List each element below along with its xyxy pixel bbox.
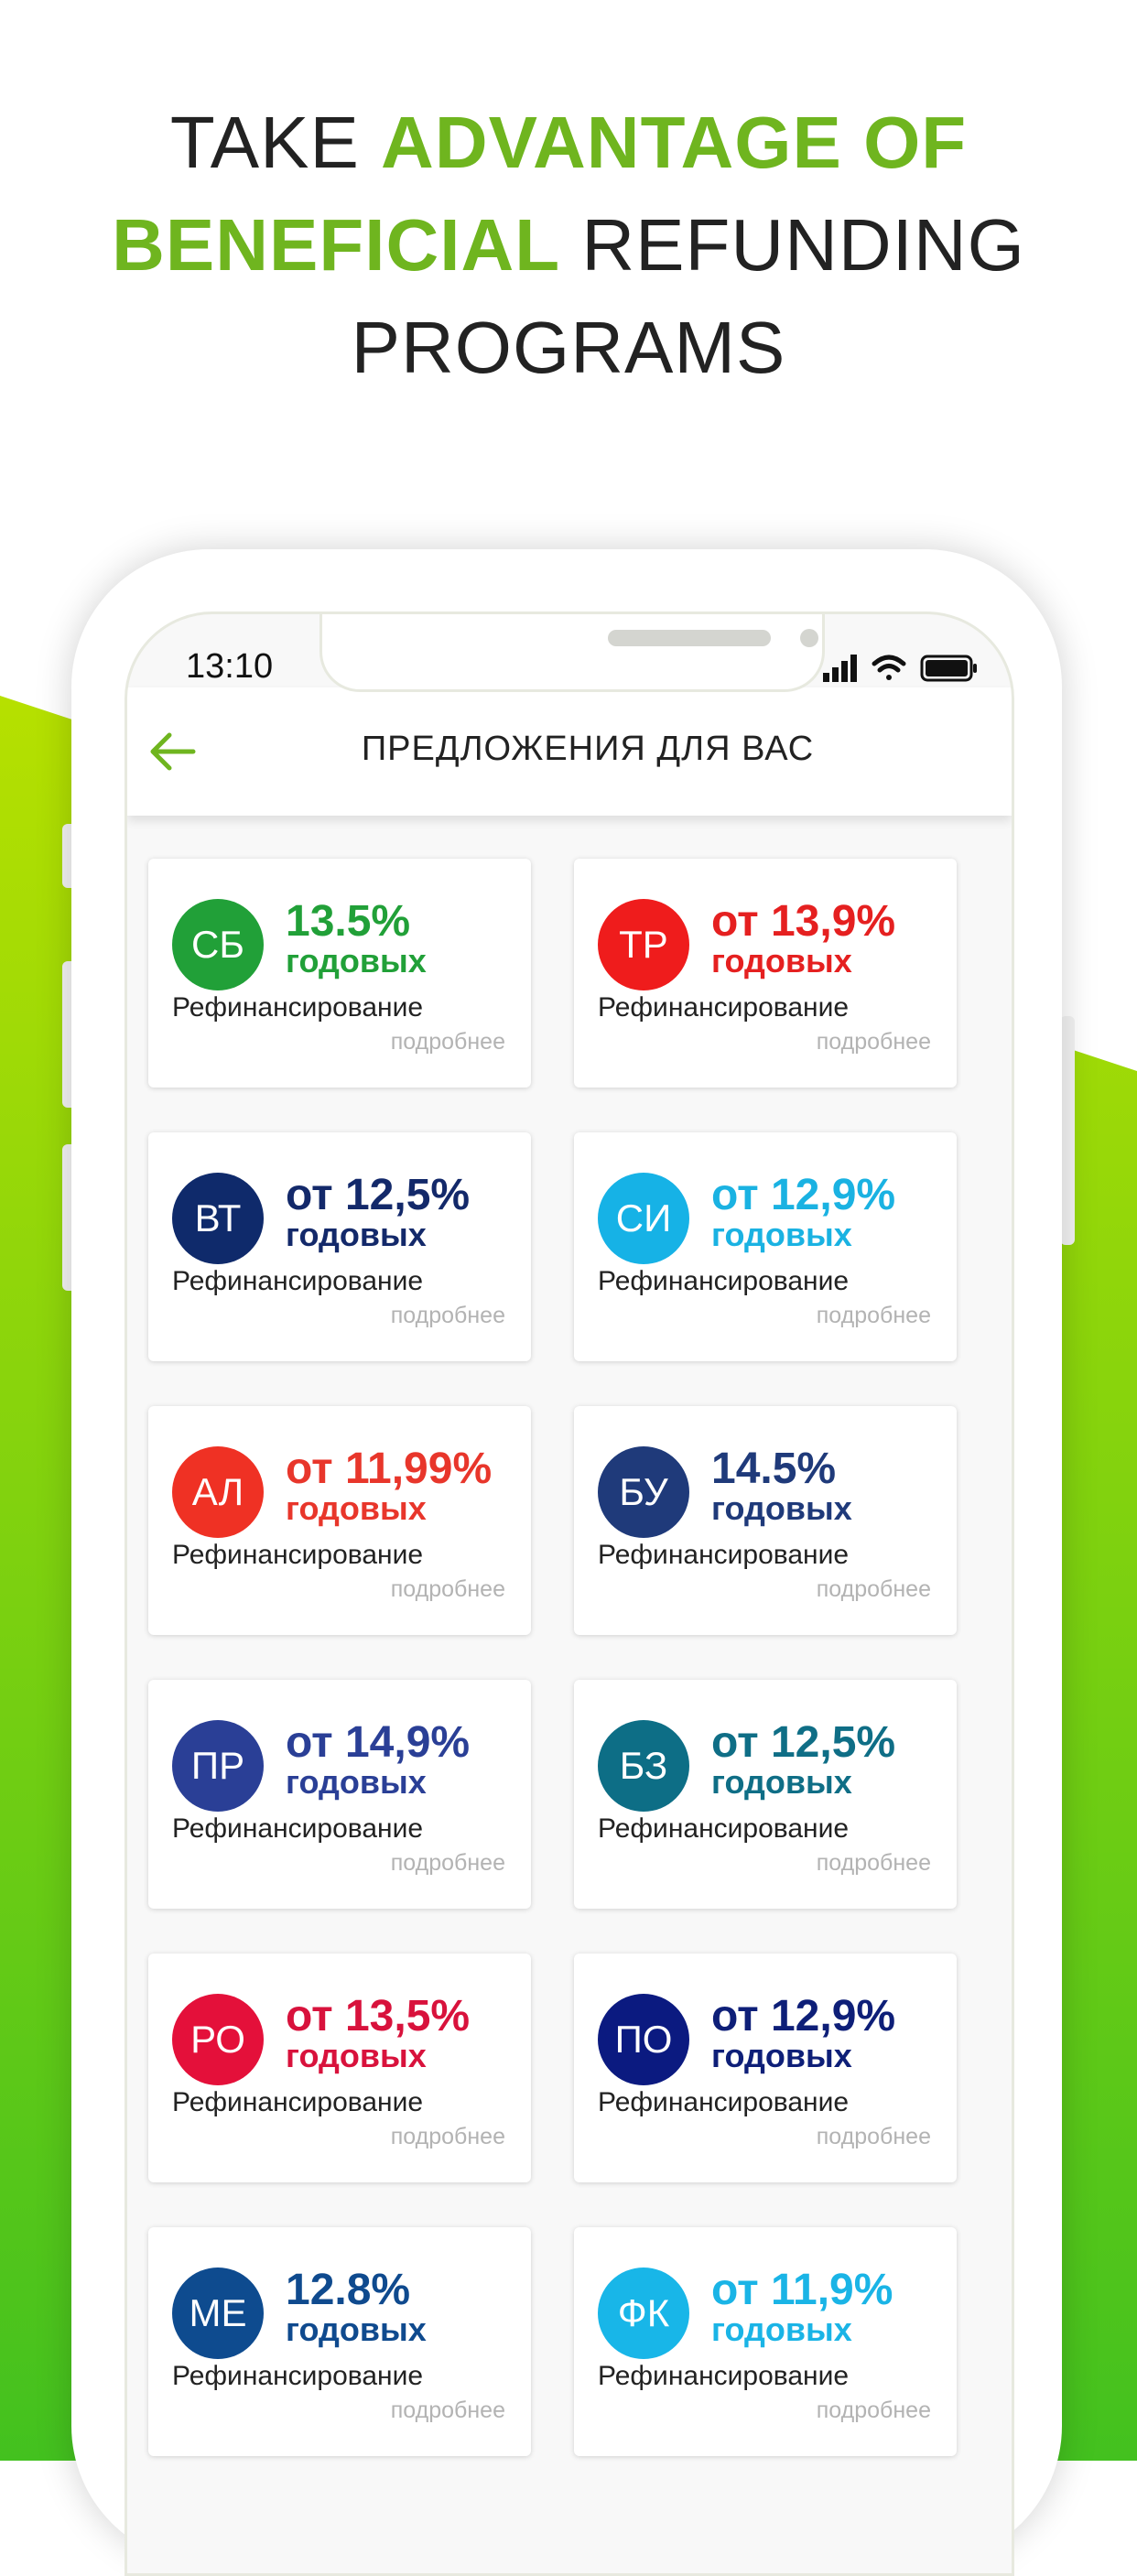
offer-card[interactable]: ВТ от 12,5% годовых Рефинансирование под… [148,1132,531,1361]
phone-notch [319,614,825,692]
bank-logo: МЕ [172,2268,264,2359]
more-link[interactable]: подробнее [816,2124,931,2149]
offer-rate: от 12,9% [711,1171,896,1219]
offer-card[interactable]: ФК от 11,9% годовых Рефинансирование под… [574,2227,957,2456]
bank-logo: БЗ [598,1720,689,1812]
offer-card[interactable]: ТР от 13,9% годовых Рефинансирование под… [574,859,957,1088]
offer-period: годовых [286,942,427,980]
more-link[interactable]: подробнее [390,2124,505,2149]
offer-rate: от 11,99% [286,1445,493,1493]
offer-period: годовых [711,1489,852,1527]
more-link[interactable]: подробнее [390,1303,505,1328]
headline-part-1: TAKE [169,102,382,183]
offer-period: годовых [711,942,852,980]
status-time: 13:10 [186,647,274,686]
offer-card[interactable]: ПР от 14,9% годовых Рефинансирование под… [148,1680,531,1909]
bank-logo: ТР [598,899,689,990]
offer-card[interactable]: МЕ 12.8% годовых Рефинансирование подроб… [148,2227,531,2456]
offer-period: годовых [286,1763,427,1801]
offer-period: годовых [711,2037,852,2074]
offer-rate: от 14,9% [286,1718,471,1767]
phone-frame: 13:10 ПРЕДЛОЖЕНИЯ ДЛЯ В [71,549,1062,2576]
offer-rate: от 12,5% [711,1718,896,1767]
bank-logo: ВТ [172,1173,264,1264]
offer-card[interactable]: РО от 13,5% годовых Рефинансирование под… [148,1954,531,2182]
offer-period: годовых [286,1216,427,1253]
bank-logo: ПО [598,1994,689,2085]
offer-rate: от 13,9% [711,897,896,946]
headline-part-5: PROGRAMS [351,307,786,388]
more-link[interactable]: подробнее [816,1576,931,1602]
offer-type: Рефинансирование [172,2087,424,2117]
offer-rate: 12.8% [286,2266,411,2314]
offer-rate: от 12,5% [286,1171,471,1219]
wifi-icon [872,655,906,680]
bank-logo: ПР [172,1720,264,1812]
page-title: ПРЕДЛОЖЕНИЯ ДЛЯ ВАС [361,730,815,768]
offer-type: Рефинансирование [598,1540,850,1570]
bank-logo: СИ [598,1173,689,1264]
more-link[interactable]: подробнее [390,1029,505,1055]
phone-screen: 13:10 ПРЕДЛОЖЕНИЯ ДЛЯ В [125,612,1014,2576]
offer-rate: 14.5% [711,1445,837,1493]
offer-card[interactable]: БЗ от 12,5% годовых Рефинансирование под… [574,1680,957,1909]
battery-icon [920,655,977,682]
offer-period: годовых [286,2311,427,2348]
offer-type: Рефинансирование [172,1813,424,1844]
offer-type: Рефинансирование [172,992,424,1023]
offer-type: Рефинансирование [598,2087,850,2117]
more-link[interactable]: подробнее [816,1850,931,1876]
front-camera [800,629,818,647]
offer-card[interactable]: ПО от 12,9% годовых Рефинансирование под… [574,1954,957,2182]
bank-logo: РО [172,1994,264,2085]
headline: TAKE ADVANTAGE OF BENEFICIAL REFUNDING P… [0,92,1137,399]
offer-period: годовых [711,1216,852,1253]
offer-card[interactable]: БУ 14.5% годовых Рефинансирование подроб… [574,1406,957,1635]
offer-rate: от 11,9% [711,2266,893,2314]
headline-highlight-2: BENEFICIAL [112,204,561,286]
more-link[interactable]: подробнее [390,1576,505,1602]
offer-type: Рефинансирование [598,992,850,1023]
offer-period: годовых [711,1763,852,1801]
offer-type: Рефинансирование [172,1266,424,1296]
phone-power-button [1060,1016,1075,1245]
more-link[interactable]: подробнее [390,1850,505,1876]
offer-period: годовых [711,2311,852,2348]
offer-card[interactable]: СИ от 12,9% годовых Рефинансирование под… [574,1132,957,1361]
status-icons [823,655,977,682]
offer-rate: от 13,5% [286,1992,471,2040]
offer-type: Рефинансирование [172,1540,424,1570]
speaker-grille [608,630,771,646]
arrow-left-icon[interactable] [146,724,200,779]
headline-highlight-1: ADVANTAGE OF [381,102,968,183]
offer-rate: 13.5% [286,897,411,946]
more-link[interactable]: подробнее [390,2397,505,2423]
offer-card[interactable]: АЛ от 11,99% годовых Рефинансирование по… [148,1406,531,1635]
bank-logo: СБ [172,899,264,990]
more-link[interactable]: подробнее [816,1303,931,1328]
signal-icon [823,655,857,682]
offer-card[interactable]: СБ 13.5% годовых Рефинансирование подроб… [148,859,531,1088]
offer-period: годовых [286,1489,427,1527]
bank-logo: БУ [598,1446,689,1538]
headline-part-4: REFUNDING [560,204,1025,286]
offer-type: Рефинансирование [598,2361,850,2391]
bank-logo: АЛ [172,1446,264,1538]
bank-logo: ФК [598,2268,689,2359]
offer-rate: от 12,9% [711,1992,896,2040]
more-link[interactable]: подробнее [816,2397,931,2423]
offer-type: Рефинансирование [598,1813,850,1844]
app-header: ПРЕДЛОЖЕНИЯ ДЛЯ ВАС [127,687,1012,816]
offer-period: годовых [286,2037,427,2074]
offer-type: Рефинансирование [598,1266,850,1296]
offer-type: Рефинансирование [172,2361,424,2391]
more-link[interactable]: подробнее [816,1029,931,1055]
